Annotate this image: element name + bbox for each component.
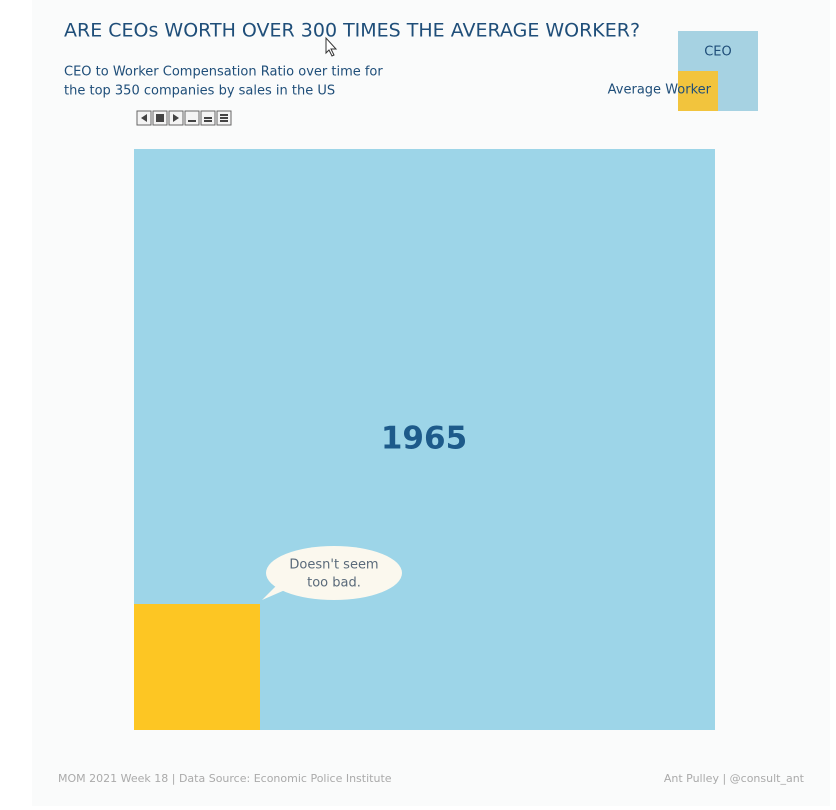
legend-worker bbox=[678, 71, 718, 111]
legend-label: Average Worker bbox=[608, 83, 712, 98]
annotation: too bad. bbox=[307, 576, 361, 591]
worker-square bbox=[134, 604, 260, 730]
annotation: Doesn't seem bbox=[289, 558, 378, 573]
cursor bbox=[325, 36, 338, 57]
speed-slow[interactable] bbox=[184, 110, 200, 126]
year-label: 1965 bbox=[381, 421, 467, 457]
speech-bubble bbox=[266, 546, 402, 600]
subtitle: the top 350 companies by sales in the US bbox=[64, 84, 335, 99]
subtitle: CEO to Worker Compensation Ratio over ti… bbox=[64, 65, 383, 80]
footer-author: Ant Pulley | @consult_ant bbox=[664, 772, 805, 785]
legend-label: CEO bbox=[704, 45, 732, 60]
footer-source: MOM 2021 Week 18 | Data Source: Economic… bbox=[58, 772, 392, 785]
playback-controls[interactable] bbox=[136, 110, 232, 126]
title: ARE CEOs WORTH OVER 300 TIMES THE AVERAG… bbox=[64, 20, 640, 42]
